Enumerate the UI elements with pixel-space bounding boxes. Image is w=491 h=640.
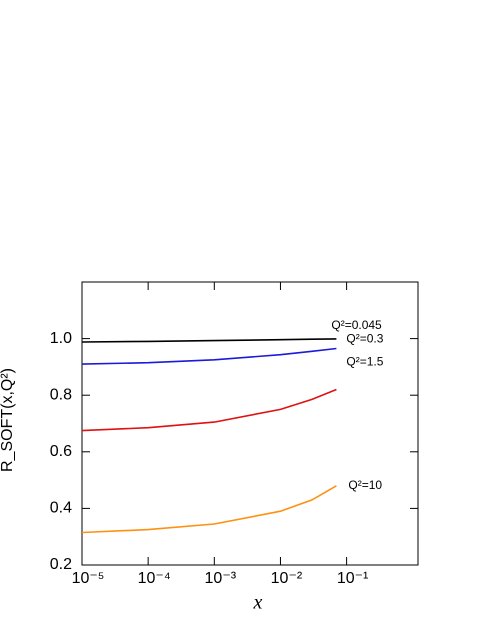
plot-frame	[81, 281, 419, 566]
x-tick-label: 10⁻⁴	[138, 570, 171, 587]
x-tick-label: 10⁻¹	[337, 570, 369, 587]
x-tick-label: 10⁻⁵	[72, 570, 105, 587]
series-line	[81, 338, 337, 343]
x-axis-label: x	[253, 592, 263, 614]
y-tick-label: 0.6	[50, 443, 72, 460]
x-tick-label: 10⁻³	[205, 570, 237, 587]
series-label: Q²=0.3	[346, 332, 383, 346]
y-axis-label: R_SOFT(x,Q²)	[0, 368, 16, 472]
series-line	[81, 347, 337, 365]
y-tick-label: 0.2	[50, 556, 72, 573]
series-line	[81, 388, 337, 432]
x-tick-label: 10⁻²	[271, 570, 303, 587]
y-tick-label: 0.8	[50, 386, 72, 403]
series-label: Q²=10	[348, 478, 382, 492]
series-label: Q²=0.045	[331, 318, 382, 332]
series-line	[81, 485, 337, 534]
y-tick-label: 0.4	[50, 500, 72, 517]
y-tick-label: 1.0	[50, 330, 72, 347]
series-label: Q²=1.5	[346, 355, 383, 369]
